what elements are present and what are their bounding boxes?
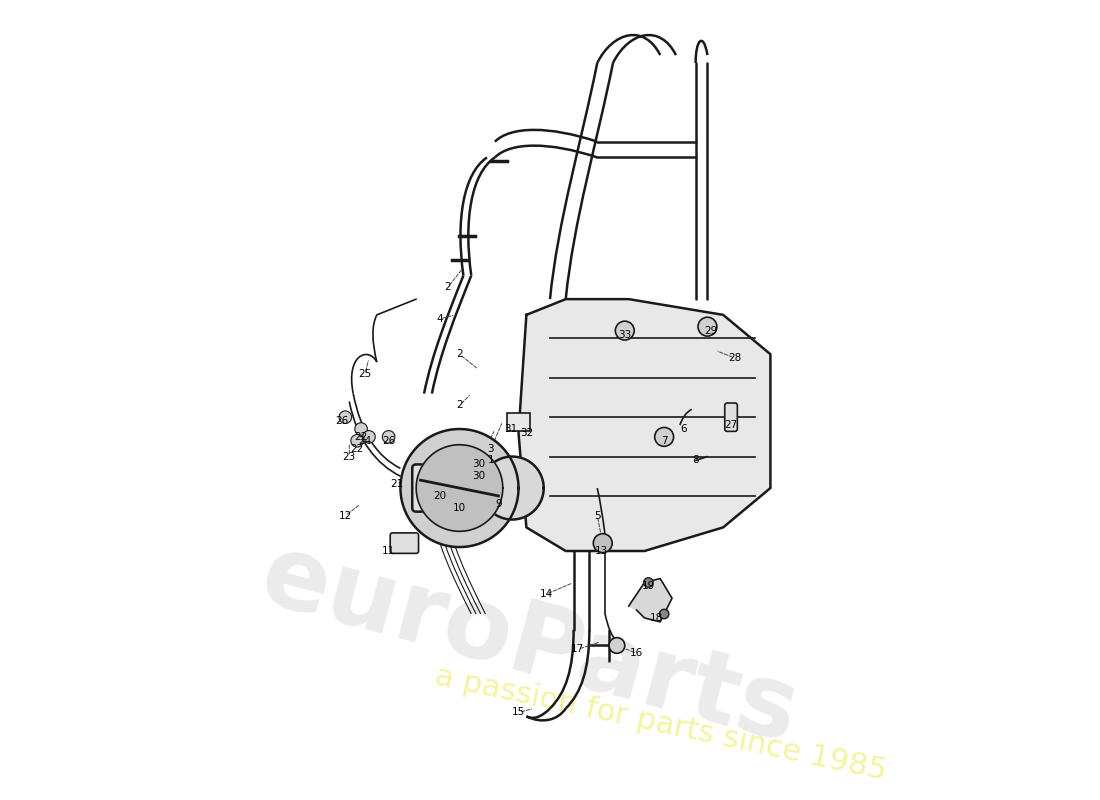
Text: 18: 18 bbox=[650, 613, 663, 623]
Circle shape bbox=[654, 427, 673, 446]
Text: 22: 22 bbox=[351, 444, 364, 454]
Text: 2: 2 bbox=[456, 400, 463, 410]
Text: 22: 22 bbox=[354, 432, 367, 442]
Circle shape bbox=[593, 534, 613, 553]
Text: 13: 13 bbox=[594, 546, 608, 556]
Text: a passion for parts since 1985: a passion for parts since 1985 bbox=[432, 662, 889, 786]
Text: 24: 24 bbox=[359, 436, 372, 446]
Text: 4: 4 bbox=[437, 314, 443, 324]
Polygon shape bbox=[400, 429, 518, 547]
Text: 19: 19 bbox=[641, 582, 654, 591]
Text: 2: 2 bbox=[456, 350, 463, 359]
FancyBboxPatch shape bbox=[390, 533, 418, 554]
Circle shape bbox=[644, 578, 653, 587]
Text: 31: 31 bbox=[504, 424, 517, 434]
Text: 20: 20 bbox=[433, 491, 447, 501]
Circle shape bbox=[698, 318, 717, 336]
Text: 15: 15 bbox=[512, 707, 525, 718]
Text: 7: 7 bbox=[661, 436, 668, 446]
Text: 3: 3 bbox=[487, 444, 494, 454]
Text: 21: 21 bbox=[389, 479, 403, 489]
Text: euroParts: euroParts bbox=[251, 527, 808, 764]
Circle shape bbox=[339, 411, 352, 423]
Text: 11: 11 bbox=[382, 546, 395, 556]
Circle shape bbox=[659, 610, 669, 618]
FancyBboxPatch shape bbox=[412, 465, 460, 512]
Text: 10: 10 bbox=[453, 502, 466, 513]
Polygon shape bbox=[481, 457, 543, 519]
Text: 2: 2 bbox=[444, 282, 451, 292]
Circle shape bbox=[363, 430, 375, 443]
Text: 29: 29 bbox=[705, 326, 718, 336]
Text: 32: 32 bbox=[520, 428, 534, 438]
Polygon shape bbox=[518, 299, 770, 551]
Text: 27: 27 bbox=[725, 420, 738, 430]
Text: 30: 30 bbox=[473, 471, 486, 482]
FancyBboxPatch shape bbox=[725, 403, 737, 431]
Text: 28: 28 bbox=[728, 353, 741, 363]
Circle shape bbox=[383, 430, 395, 443]
Circle shape bbox=[430, 482, 449, 502]
Polygon shape bbox=[416, 445, 503, 531]
Text: 12: 12 bbox=[339, 510, 352, 521]
Text: 9: 9 bbox=[495, 498, 502, 509]
Text: 30: 30 bbox=[473, 459, 486, 470]
Text: 33: 33 bbox=[618, 330, 631, 339]
Text: 5: 5 bbox=[594, 510, 601, 521]
Text: 16: 16 bbox=[630, 648, 644, 658]
Circle shape bbox=[609, 638, 625, 654]
Polygon shape bbox=[629, 578, 672, 622]
Text: 8: 8 bbox=[692, 455, 698, 466]
Text: 26: 26 bbox=[334, 416, 348, 426]
Circle shape bbox=[615, 321, 635, 340]
Text: 1: 1 bbox=[487, 455, 494, 466]
Text: 26: 26 bbox=[382, 436, 395, 446]
Text: 25: 25 bbox=[359, 369, 372, 379]
Text: 23: 23 bbox=[342, 451, 356, 462]
Text: 14: 14 bbox=[539, 590, 552, 599]
Circle shape bbox=[355, 422, 367, 435]
Text: 6: 6 bbox=[681, 424, 688, 434]
Circle shape bbox=[351, 434, 363, 447]
Text: 17: 17 bbox=[571, 645, 584, 654]
FancyBboxPatch shape bbox=[507, 414, 530, 430]
